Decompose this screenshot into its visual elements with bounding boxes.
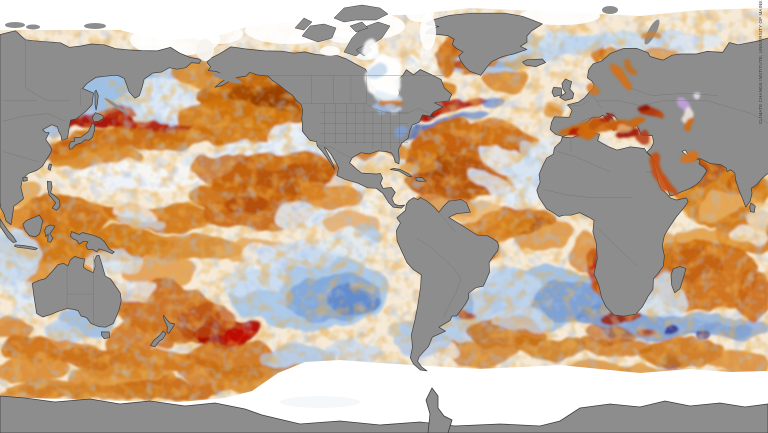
svg-text:CLIMATE CHANGE INSTITUTE, UNIV: CLIMATE CHANGE INSTITUTE, UNIVERSITY OF … [758, 0, 763, 124]
